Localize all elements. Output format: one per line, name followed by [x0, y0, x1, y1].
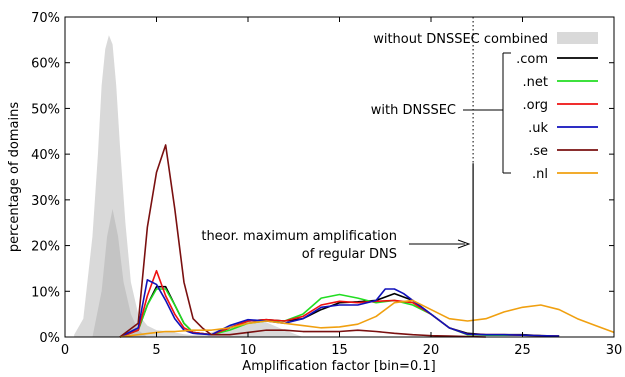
- y-tick-label: 20%: [31, 240, 60, 255]
- filled-series-0: [74, 35, 303, 338]
- y-tick-label: 10%: [31, 285, 60, 300]
- legend-label-uk: .uk: [528, 121, 548, 136]
- filled-series-1: [92, 209, 148, 337]
- axis-ticks: 0 5 10 15 20 25 30 0% 10% 20% 30% 40% 50% 60% 70%: [31, 11, 622, 358]
- annotation-theor-line1: theor. maximum amplification: [201, 229, 397, 244]
- annotation-with-dnssec: with DNSSEC: [371, 103, 456, 118]
- legend-label-net: .net: [523, 75, 548, 90]
- x-axis-title: Amplification factor [bin=0.1]: [242, 359, 435, 374]
- series-line-nl: [119, 299, 615, 338]
- legend-swatch-without-dnssec: [557, 32, 598, 44]
- y-tick-label: 40%: [31, 148, 60, 163]
- x-tick-label: 25: [514, 343, 531, 358]
- legend-label-se: .se: [529, 144, 548, 159]
- annotation-theor-line2: of regular DNS: [302, 247, 397, 262]
- y-tick-label: 50%: [31, 102, 60, 117]
- series-line-se: [119, 144, 486, 338]
- series-line-uk: [119, 279, 560, 338]
- y-tick-label: 30%: [31, 194, 60, 209]
- y-tick-label: 70%: [31, 11, 60, 26]
- legend: without DNSSEC combined .com .net .org .uk .s…: [373, 32, 598, 182]
- legend-label-com: .com: [516, 52, 548, 67]
- y-tick-label: 0%: [39, 331, 60, 346]
- y-tick-label: 60%: [31, 57, 60, 72]
- y-axis-title: percentage of domains: [7, 102, 22, 252]
- line-series-group: [119, 144, 615, 338]
- legend-label-org: .org: [523, 98, 548, 113]
- x-tick-label: 0: [61, 343, 69, 358]
- legend-label-nl: .nl: [532, 167, 548, 182]
- annotation-arrow-head: [457, 239, 471, 249]
- x-tick-label: 10: [240, 343, 257, 358]
- filled-series-group: [74, 35, 303, 338]
- series-line-net: [119, 288, 560, 338]
- x-tick-label: 15: [331, 343, 348, 358]
- x-tick-label: 20: [423, 343, 440, 358]
- x-tick-label: 5: [152, 343, 160, 358]
- legend-label-without-dnssec: without DNSSEC combined: [373, 32, 548, 47]
- x-tick-label: 30: [606, 343, 623, 358]
